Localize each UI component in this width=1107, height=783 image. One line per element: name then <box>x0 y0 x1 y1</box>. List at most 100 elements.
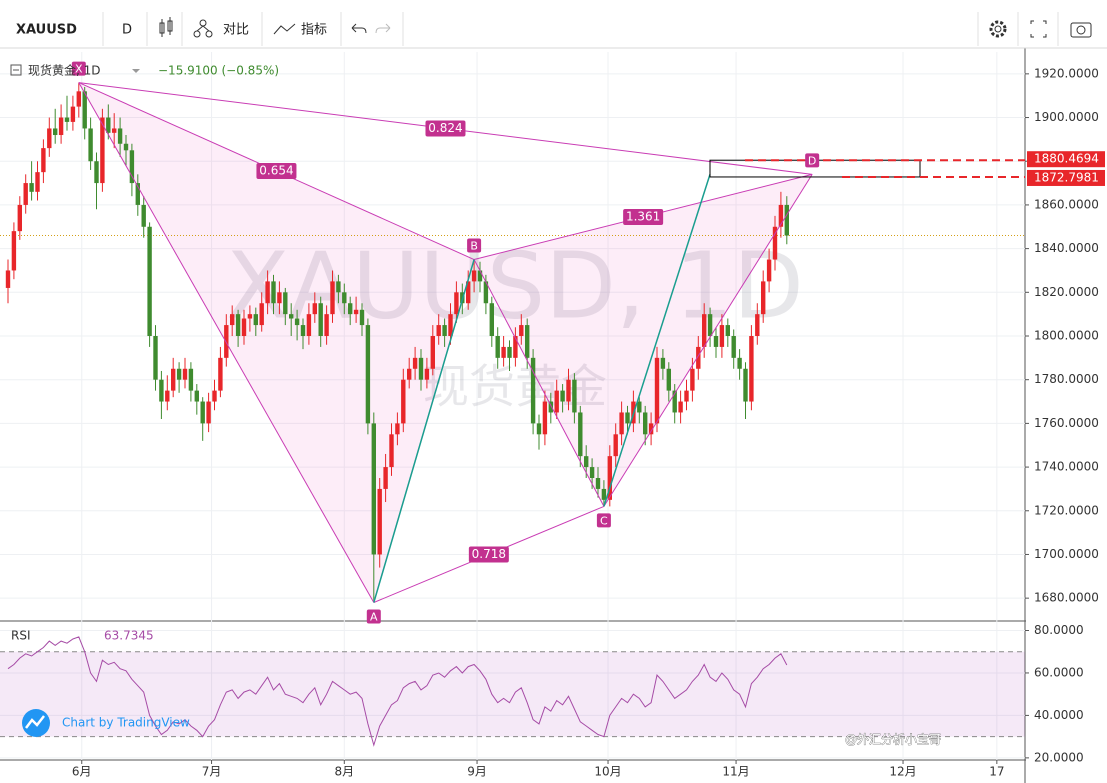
candle-body <box>501 346 506 358</box>
candle-body <box>654 357 660 424</box>
x-tick-label: 8月 <box>334 765 354 779</box>
candle-body <box>507 346 512 358</box>
candle-body <box>684 390 689 402</box>
y-tick-label: 20.0000 <box>1034 750 1084 764</box>
candle-body <box>607 456 612 500</box>
candle-body <box>271 281 276 304</box>
y-tick-label: 1720.0000 <box>1034 503 1099 517</box>
candle-body <box>678 401 683 413</box>
candle-body <box>35 172 40 192</box>
y-tick-label: 1700.0000 <box>1034 547 1099 561</box>
ratio-label: 0.824 <box>428 121 462 135</box>
candle-body <box>519 325 524 336</box>
credit[interactable]: Chart by TradingView <box>62 716 190 730</box>
undo-button[interactable] <box>351 23 367 34</box>
candle-body <box>159 379 164 402</box>
candle-body <box>407 368 412 380</box>
candle-body <box>200 401 205 424</box>
candle-body <box>306 314 312 336</box>
y-tick-label: 1900.0000 <box>1034 110 1099 124</box>
ratio-label-bg <box>623 208 664 225</box>
ratio-label: 1.361 <box>626 209 660 223</box>
candle-body <box>318 303 323 336</box>
candle-body <box>601 488 607 500</box>
indicators-button[interactable]: 指标 <box>301 23 327 38</box>
pattern-line <box>78 82 375 603</box>
candle-body <box>772 226 778 260</box>
compare-button[interactable]: 对比 <box>223 23 249 38</box>
candle-body <box>277 292 282 304</box>
symbol[interactable]: XAUUSD <box>16 23 77 38</box>
y-tick-label: 1840.0000 <box>1034 241 1099 255</box>
candle-body <box>153 336 158 380</box>
y-tick-label: 1800.0000 <box>1034 329 1099 343</box>
tradingview-logo[interactable] <box>22 709 50 737</box>
candle-body <box>743 368 748 402</box>
pattern-point <box>366 609 381 624</box>
candle-body <box>436 325 441 336</box>
fullscreen-button[interactable] <box>1030 20 1047 38</box>
candle-body <box>94 161 99 184</box>
candle-body <box>206 401 211 424</box>
dropdown-caret[interactable] <box>132 69 140 73</box>
price-line-label: 1872.7981 <box>1034 170 1099 184</box>
trend-line <box>373 259 475 603</box>
candle-body <box>41 148 46 173</box>
candle-body <box>643 412 648 435</box>
settings-button[interactable] <box>989 20 1007 38</box>
candle-body <box>572 379 577 413</box>
candle-body <box>707 314 713 336</box>
candle-body <box>212 390 217 402</box>
candle-body <box>672 390 677 413</box>
pattern-point-label: B <box>470 240 478 253</box>
candle-body <box>147 226 152 336</box>
candle-body <box>64 117 70 122</box>
ratio-label-bg <box>256 163 297 180</box>
candle-body <box>448 314 453 336</box>
pattern-fill <box>474 174 813 507</box>
candle-body <box>648 423 654 435</box>
y-tick-label: 1820.0000 <box>1034 285 1099 299</box>
candle-body <box>324 314 329 336</box>
candle-body <box>371 423 376 555</box>
candle-body <box>135 183 140 205</box>
candle-body <box>442 325 447 336</box>
y-tick-label: 1780.0000 <box>1034 372 1099 386</box>
pattern-point-label: D <box>808 154 816 167</box>
y-tick-label: 80.0000 <box>1034 623 1084 637</box>
snapshot-button[interactable] <box>1070 22 1092 38</box>
candle-body <box>761 281 766 315</box>
interval[interactable]: D <box>122 23 132 38</box>
candle-body <box>383 467 388 489</box>
candle-body <box>637 401 642 413</box>
redo-button[interactable] <box>375 23 391 34</box>
compare-icon[interactable] <box>193 19 213 38</box>
candle-body <box>548 401 553 413</box>
candle-body <box>560 390 565 402</box>
candle-body <box>47 128 52 149</box>
candle-body <box>23 183 28 205</box>
candle-body <box>253 314 258 326</box>
y-tick-label: 1760.0000 <box>1034 416 1099 430</box>
collapse-icon[interactable] <box>10 64 22 76</box>
toolbar: XAUUSD D 对比 指标 <box>0 0 1107 49</box>
candle-body <box>365 325 371 424</box>
chart-style-button[interactable] <box>159 17 173 37</box>
candle-body <box>666 368 671 391</box>
candle-body <box>566 379 571 402</box>
pattern-point-label: C <box>600 514 608 527</box>
y-tick-label: 1740.0000 <box>1034 460 1099 474</box>
rsi-band <box>0 651 1025 737</box>
y-tick-label: 40.0000 <box>1034 708 1084 722</box>
candle-body <box>389 434 394 468</box>
price-line-label: 1880.4694 <box>1034 152 1099 166</box>
candle-body <box>766 259 772 282</box>
candle-body <box>218 357 223 391</box>
pattern-point <box>71 61 86 76</box>
indicators-icon[interactable] <box>273 23 296 35</box>
x-tick-label: 17 <box>989 765 1004 779</box>
y-tick-label: 1920.0000 <box>1034 66 1099 80</box>
candle-body <box>471 270 477 282</box>
candle-body <box>348 303 353 315</box>
